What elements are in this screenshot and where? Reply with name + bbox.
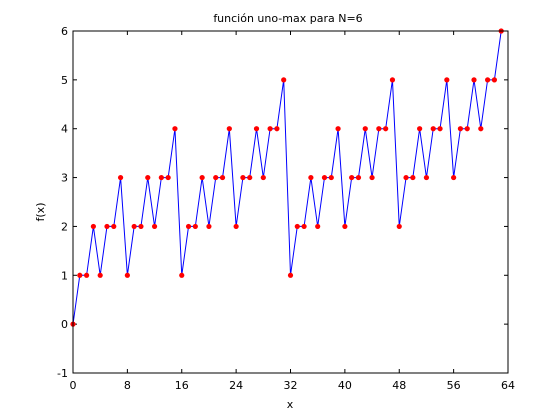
data-point bbox=[219, 174, 226, 181]
plot-area bbox=[73, 31, 508, 373]
data-point bbox=[355, 174, 362, 181]
series-points bbox=[70, 28, 504, 327]
data-point bbox=[90, 223, 96, 230]
data-point bbox=[151, 223, 158, 230]
data-point bbox=[308, 174, 314, 181]
data-point bbox=[131, 223, 137, 230]
x-tick-label: 16 bbox=[175, 379, 189, 392]
data-point bbox=[301, 223, 307, 230]
data-point bbox=[389, 77, 396, 83]
data-point bbox=[117, 174, 124, 181]
data-point bbox=[145, 174, 151, 181]
data-point bbox=[430, 126, 436, 132]
data-point bbox=[403, 174, 409, 181]
data-point bbox=[206, 223, 212, 230]
data-point bbox=[179, 272, 185, 278]
data-point bbox=[396, 223, 402, 230]
data-point bbox=[349, 174, 355, 181]
x-tick-label: 56 bbox=[447, 379, 461, 392]
data-point bbox=[410, 174, 416, 181]
y-tick-label: 4 bbox=[61, 123, 68, 136]
y-tick-label: 5 bbox=[61, 74, 68, 87]
x-tick-label: 32 bbox=[284, 379, 298, 392]
data-point bbox=[77, 272, 83, 278]
x-tick-label: 8 bbox=[124, 379, 131, 392]
series-line bbox=[72, 30, 502, 325]
data-point bbox=[104, 223, 110, 230]
data-point bbox=[274, 126, 280, 132]
y-tick-label: 3 bbox=[61, 172, 68, 185]
data-point bbox=[383, 126, 389, 132]
data-point bbox=[451, 174, 457, 181]
data-point bbox=[423, 174, 430, 181]
data-point bbox=[192, 223, 198, 230]
data-point bbox=[417, 126, 423, 132]
data-point bbox=[281, 77, 287, 83]
data-point bbox=[138, 223, 144, 230]
y-tick-label: 6 bbox=[61, 25, 68, 38]
data-point bbox=[233, 223, 239, 230]
data-point bbox=[362, 126, 368, 132]
data-point bbox=[457, 126, 464, 132]
y-tick-label: -1 bbox=[57, 367, 68, 380]
data-point bbox=[437, 126, 443, 132]
data-point bbox=[491, 77, 498, 83]
x-axis: 0 8 16 24 32 40 48 56 64 bbox=[70, 31, 515, 392]
y-axis-title: f(x) bbox=[34, 203, 47, 222]
data-point bbox=[213, 174, 219, 181]
data-point bbox=[124, 272, 130, 278]
data-point bbox=[287, 272, 294, 278]
data-point bbox=[342, 223, 348, 230]
y-tick-label: 0 bbox=[61, 318, 68, 331]
data-point bbox=[471, 77, 477, 83]
data-point bbox=[376, 126, 382, 132]
data-point bbox=[478, 126, 484, 132]
data-point bbox=[315, 223, 321, 230]
data-point bbox=[444, 77, 450, 83]
data-point bbox=[294, 223, 300, 230]
data-point bbox=[328, 174, 334, 181]
data-point bbox=[267, 126, 273, 132]
data-point bbox=[253, 126, 260, 132]
data-point bbox=[464, 126, 470, 132]
x-tick-label: 48 bbox=[392, 379, 406, 392]
x-tick-label: 40 bbox=[338, 379, 352, 392]
x-axis-title: x bbox=[287, 398, 294, 411]
data-point bbox=[260, 174, 266, 181]
chart-title: función uno-max para N=6 bbox=[213, 12, 362, 25]
data-point bbox=[335, 126, 341, 132]
data-point bbox=[158, 174, 164, 181]
y-tick-label: 1 bbox=[61, 269, 68, 282]
data-point bbox=[240, 174, 246, 181]
data-point bbox=[485, 77, 491, 83]
data-point bbox=[111, 223, 117, 230]
data-point bbox=[369, 174, 375, 181]
data-point bbox=[172, 126, 178, 132]
data-point bbox=[165, 174, 171, 181]
plot-frame bbox=[72, 30, 509, 374]
data-point bbox=[97, 272, 103, 278]
data-point bbox=[321, 174, 328, 181]
x-tick-label: 64 bbox=[501, 379, 515, 392]
data-point bbox=[226, 126, 232, 132]
data-point bbox=[247, 174, 253, 181]
data-point bbox=[199, 174, 205, 181]
x-tick-label: 24 bbox=[229, 379, 243, 392]
y-tick-label: 2 bbox=[61, 220, 68, 233]
data-point bbox=[83, 272, 90, 278]
x-tick-label: 0 bbox=[70, 379, 77, 392]
data-point bbox=[185, 223, 192, 230]
